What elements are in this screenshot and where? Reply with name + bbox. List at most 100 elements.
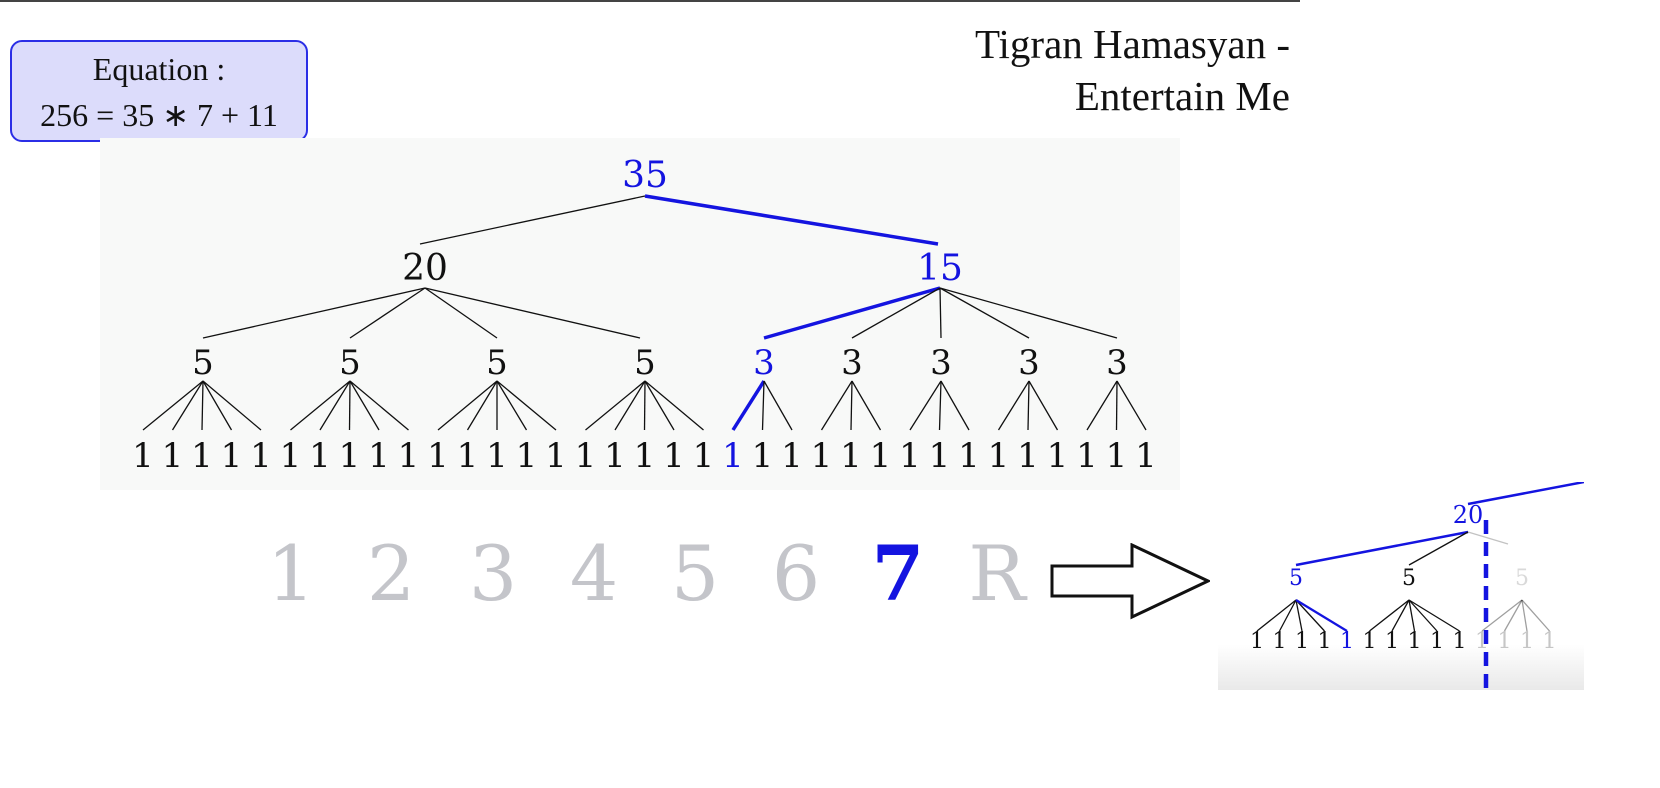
tree-node-level2: 3: [753, 343, 775, 383]
tree-edge: [940, 380, 970, 431]
tree-leaf: 1: [1135, 436, 1157, 476]
tree-leaf: 1: [221, 436, 243, 476]
zoom-leaf: 1: [1408, 629, 1422, 654]
zoom-leaf: 1: [1385, 629, 1399, 654]
zoom-leaf: 1: [1475, 629, 1489, 654]
tree-edge: [437, 380, 498, 431]
tree-edge: [614, 380, 646, 431]
digit-item-7: 7: [872, 529, 925, 618]
tree-edge: [1115, 380, 1118, 431]
tree-edge: [585, 380, 646, 431]
tree-leaf: 1: [545, 436, 567, 476]
song-title-line-2: Entertain Me: [1074, 73, 1290, 119]
tree-edge: [349, 287, 426, 339]
zoom-leaf: 1: [1340, 629, 1354, 654]
zoom-leaf: 1: [1543, 629, 1557, 654]
digit-item-6: 6: [772, 529, 820, 618]
digit-item-1: 1: [267, 529, 315, 618]
tree-leaf: 1: [516, 436, 538, 476]
zoom-leaf: 1: [1363, 629, 1377, 654]
zoom-edge: [1391, 599, 1410, 632]
zoom-edge: [1467, 531, 1509, 545]
zoom-edge: [1256, 599, 1297, 632]
tree-leaf: 1: [1017, 436, 1039, 476]
song-title: Tigran Hamasyan - Entertain Me: [975, 18, 1290, 122]
tree-edge: [496, 380, 528, 431]
tree-node-level1: 20: [402, 248, 448, 289]
zoom-edge-highlight: [1295, 599, 1348, 632]
zoom-edge: [1295, 599, 1325, 632]
zoom-node-20: 20: [1453, 501, 1484, 529]
tree-leaf: 1: [191, 436, 213, 476]
right-arrow-icon: [1050, 543, 1210, 620]
zoom-edge: [1521, 599, 1528, 632]
tree-edge: [1027, 380, 1030, 431]
tree-edge: [202, 380, 262, 431]
zoom-edge: [1408, 599, 1438, 632]
tree-edge: [349, 380, 409, 431]
tree-leaf: 1: [486, 436, 508, 476]
tree-leaf: 1: [634, 436, 656, 476]
tree-leaf: 1: [693, 436, 715, 476]
zoom-edge: [1369, 599, 1410, 632]
tree-node-level2: 5: [339, 343, 361, 383]
tree-edge: [171, 380, 204, 431]
tree-edge: [938, 380, 942, 431]
tree-leaf: 1: [811, 436, 833, 476]
zoom-leaf: 1: [1453, 629, 1467, 654]
zoom-edge: [1503, 599, 1523, 632]
zoom-edge: [1295, 599, 1303, 632]
top-rule: [0, 0, 1300, 2]
tree-leaf: 1: [958, 436, 980, 476]
tree-leaf: 1: [604, 436, 626, 476]
tree-edge: [202, 380, 233, 431]
tree-edge: [319, 380, 351, 431]
tree-leaf: 1: [1076, 436, 1098, 476]
tree-edge: [1116, 380, 1147, 431]
tree-node-level2: 5: [486, 343, 508, 383]
tree-leaf: 1: [339, 436, 361, 476]
tree-leaf: 1: [280, 436, 302, 476]
tree-node-level2: 3: [841, 343, 863, 383]
digit-item-3: 3: [469, 529, 517, 618]
tree-edge: [142, 380, 204, 431]
digit-item-5: 5: [671, 529, 719, 618]
tree-edge: [939, 287, 942, 339]
tree-edge: [851, 287, 941, 339]
tree-edge: [1086, 380, 1118, 431]
tree-leaf: 1: [870, 436, 892, 476]
tree-leaf: 1: [899, 436, 921, 476]
zoom-edge: [1408, 531, 1469, 566]
tree-edge: [763, 380, 793, 431]
tree-leaf: 1: [250, 436, 272, 476]
tree-node-level2: 5: [634, 343, 656, 383]
tree-leaf: 1: [752, 436, 774, 476]
tree-edge: [290, 380, 351, 431]
tree-leaf: 1: [368, 436, 390, 476]
tree-edge-highlight: [731, 380, 766, 431]
tree-edge: [939, 287, 1118, 339]
zoom-leaf: 1: [1318, 629, 1332, 654]
tree-node-level2: 5: [192, 343, 214, 383]
zoom-leaf: 1: [1430, 629, 1444, 654]
zoom-leaf: 1: [1250, 629, 1264, 654]
tree-leaf: 1: [1047, 436, 1069, 476]
zoom-inset: 20 5 5 5 1 1 1 1 1 1 1 1 1 1 1 1 1 1: [1218, 482, 1584, 690]
equation-formula: 256 = 35 ∗ 7 + 11: [40, 97, 278, 133]
tree-edge: [850, 380, 853, 431]
tree-edge: [851, 380, 882, 431]
tree-edge: [909, 380, 942, 431]
zoom-leaf: 1: [1273, 629, 1287, 654]
tree-node-level2: 3: [930, 343, 952, 383]
tree-edge: [820, 380, 853, 431]
tree-leaf: 1: [781, 436, 803, 476]
tree-edge-highlight: [763, 286, 941, 340]
zoom-leaf: 1: [1498, 629, 1512, 654]
tree-leaf: 1: [988, 436, 1010, 476]
tree-edge: [496, 380, 557, 431]
tree-edge: [201, 380, 204, 431]
tree-node-level2: 3: [1018, 343, 1040, 383]
tree-node-root: 35: [622, 155, 668, 196]
